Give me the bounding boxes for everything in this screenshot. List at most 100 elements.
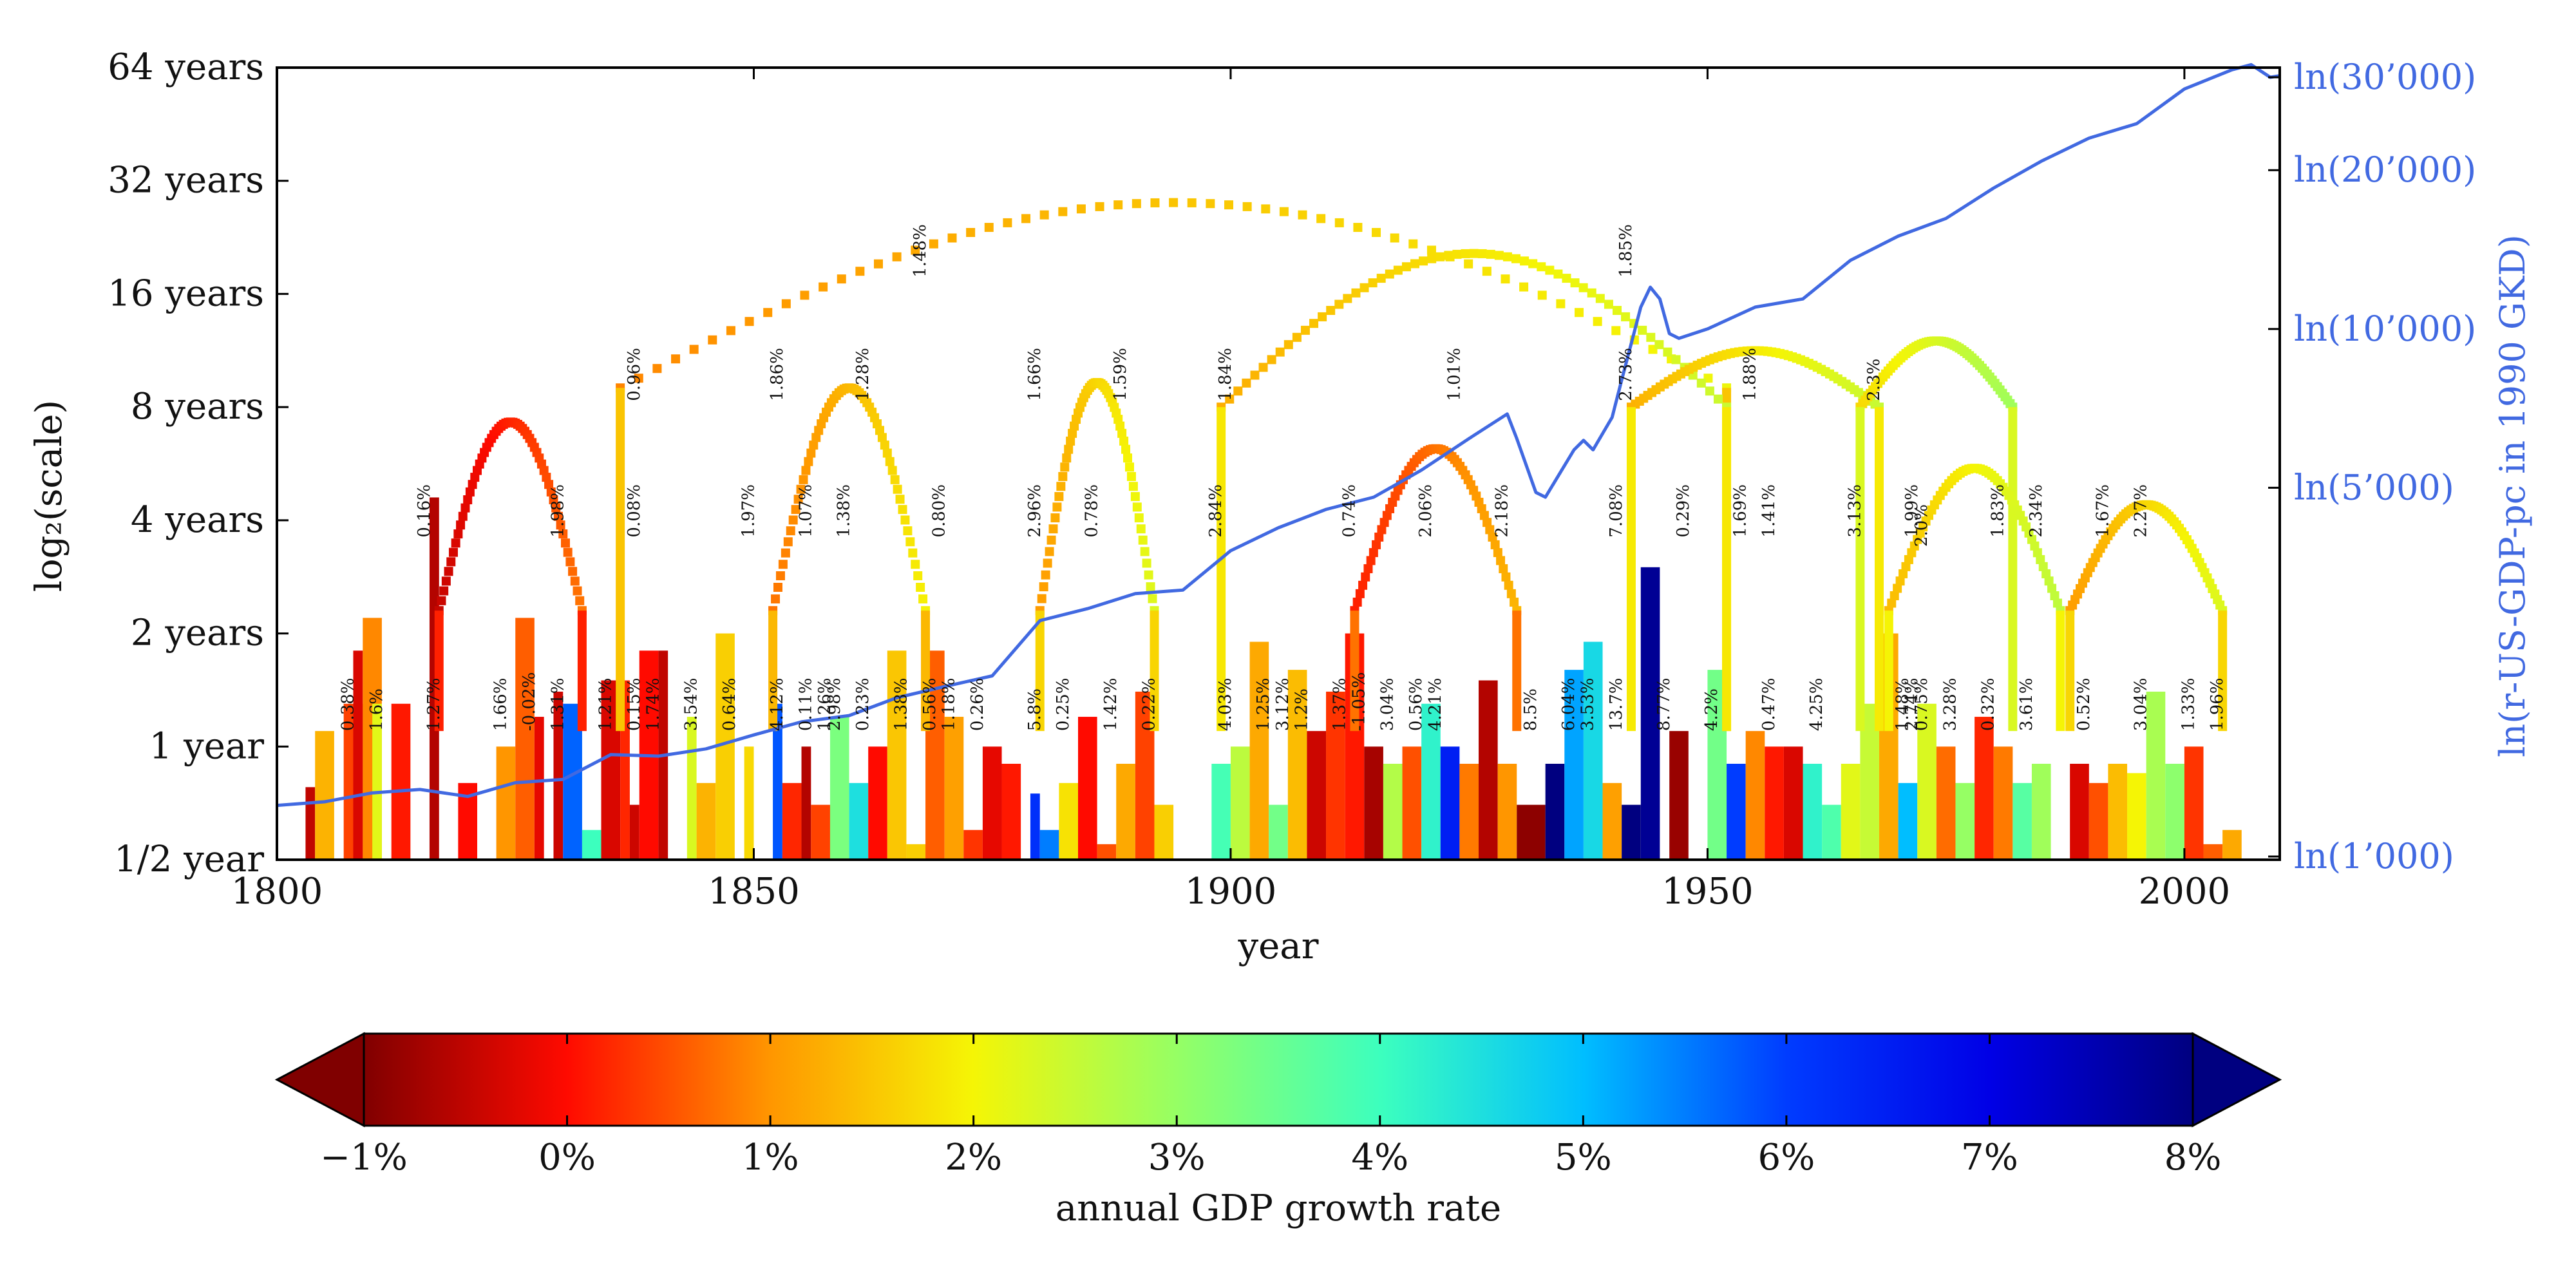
cycle-arc-segment — [1901, 562, 1911, 571]
heat-bar — [1583, 641, 1603, 860]
cycle-arc-leg — [768, 611, 778, 732]
heat-bar — [1078, 717, 1097, 860]
cycle-rate-label: 1.88% — [1741, 348, 1760, 401]
cycle-arc-leg — [1855, 407, 1865, 732]
cycle-arc-segment — [892, 252, 902, 261]
x-tick-label: 2000 — [2139, 871, 2231, 913]
heat-bar — [1097, 844, 1117, 860]
cycle-arc-segment — [542, 473, 551, 482]
cycle-rate-label: 0.74% — [1340, 484, 1359, 538]
heat-bar — [1622, 804, 1641, 860]
cycle-arc-segment — [1058, 471, 1068, 481]
cycle-arc-leg — [434, 611, 444, 732]
cycle-arc-segment — [1115, 421, 1125, 431]
cycle-rate-label: 2.96% — [1025, 484, 1045, 538]
heat-bar — [1545, 763, 1565, 860]
heat-bar — [1249, 641, 1269, 860]
cycle-rate-label: 0.80% — [930, 484, 949, 538]
cycle-rate-label: 0.75% — [1912, 677, 1931, 731]
cycle-arc-segment — [1385, 269, 1394, 279]
cycle-arc-segment — [875, 426, 884, 435]
cycle-arc-segment — [1132, 502, 1142, 512]
heat-bar — [696, 782, 716, 860]
cycle-arc-segment — [1148, 594, 1157, 603]
heat-bar — [1669, 731, 1689, 860]
cycle-arc-segment — [539, 466, 549, 475]
cycle-arc-segment — [1045, 547, 1054, 556]
cycle-arc-segment — [446, 557, 456, 567]
cycle-arc-segment — [1504, 580, 1513, 590]
cycle-arc-segment — [1486, 249, 1495, 259]
cycle-arc-segment — [1130, 492, 1140, 502]
cycle-arc-segment — [801, 466, 811, 475]
heat-bar — [2184, 746, 2204, 860]
cycle-arc-segment — [463, 495, 473, 505]
cycle-rate-label: 3.12% — [1273, 677, 1293, 731]
cycle-rate-label: 1.66% — [491, 677, 510, 731]
y2-tick-label: ln(20’000) — [2294, 149, 2476, 190]
cycle-arc-segment — [560, 538, 570, 548]
cycle-rate-label: 0.56% — [920, 677, 940, 731]
cycle-rate-label: 1.85% — [1616, 224, 1636, 278]
cycle-rate-label: 1.84% — [1216, 348, 1235, 401]
cycle-arc-segment — [1056, 482, 1066, 491]
colorbar-body — [363, 1032, 2194, 1127]
cycle-arc-segment — [893, 484, 902, 494]
cycle-rate-label: 3.53% — [1578, 677, 1598, 731]
cycle-arc-segment — [1562, 274, 1571, 283]
cycle-arc-segment — [1612, 306, 1622, 316]
cycle-arc-segment — [1113, 415, 1123, 424]
cycle-rate-label: 1.48% — [1893, 677, 1912, 731]
heat-bar — [2031, 763, 2051, 860]
cycle-arc-segment — [546, 487, 556, 497]
cycle-rate-label: 0.25% — [1054, 677, 1073, 731]
cycle-arc-segment — [911, 560, 920, 569]
heat-bar — [1230, 746, 1250, 860]
cycle-rate-label: 5.8% — [1025, 688, 1045, 731]
cycle-arc-segment — [634, 374, 643, 383]
heat-bar — [1783, 746, 1803, 860]
cycle-rate-label: 2.18% — [1492, 484, 1511, 538]
cycle-rate-label: 2.84% — [1206, 484, 1226, 538]
cycle-arc-segment — [786, 526, 795, 536]
cycle-arc-segment — [1899, 569, 1908, 578]
cycle-arc-segment — [1377, 525, 1387, 535]
cycle-arc-segment — [1452, 249, 1462, 259]
cycle-arc-leg — [1512, 611, 1522, 732]
cycle-arc-segment — [1283, 340, 1293, 350]
cycle-rate-label: 1.01% — [1444, 348, 1464, 401]
cycle-arc-segment — [1570, 278, 1580, 288]
heat-bar — [1517, 804, 1546, 860]
heat-bar — [515, 618, 535, 860]
cycle-arc-leg — [1875, 407, 1884, 732]
axes-layer: 1800 1850 1900 1950 2000 1/2 year 1 year 2 year… — [108, 46, 2476, 913]
cycle-arc-segment — [966, 227, 976, 237]
colorbar-tick-label: 8% — [2164, 1137, 2222, 1179]
cycle-arc-segment — [905, 537, 915, 547]
cycle-rate-label: 0.38% — [339, 677, 358, 731]
cycle-rate-label: 0.22% — [1140, 677, 1159, 731]
cycle-rate-label: 0.11% — [796, 677, 815, 731]
cycle-rate-label: 13.7% — [1607, 677, 1626, 731]
cycle-arc — [1855, 336, 2018, 732]
y-tick-label: 1/2 year — [114, 838, 264, 880]
cycle-arc-segment — [1066, 436, 1075, 446]
cycle-rate-label: -0.02% — [520, 672, 539, 731]
cycle-rate-label: 1.6% — [367, 688, 386, 731]
cycle-arc-segment — [1046, 535, 1056, 545]
y-axis-label: log₂(scale) — [28, 400, 70, 592]
heat-bar — [1745, 731, 1765, 860]
cycle-rate-label: 1.86% — [768, 348, 787, 401]
cycle-arc — [1035, 377, 1159, 732]
cycle-arc-leg — [1722, 407, 1732, 732]
cycle-arc-segment — [1671, 355, 1681, 365]
heat-bar — [1841, 763, 1861, 860]
heat-bar — [1116, 763, 1135, 860]
cycle-arc-segment — [1068, 428, 1077, 438]
x-tick-label: 1950 — [1662, 871, 1754, 913]
cycle-arc — [768, 383, 931, 732]
cycle-arc-segment — [1275, 347, 1285, 357]
cycle-arc-segment — [2044, 576, 2054, 586]
heat-bar — [372, 703, 382, 860]
cycle-arc-segment — [1316, 214, 1326, 223]
